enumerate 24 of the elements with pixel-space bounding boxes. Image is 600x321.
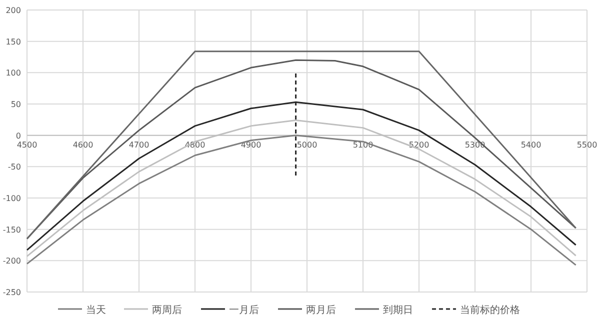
y-tick-label: -50 (8, 162, 21, 172)
legend-label: 两周后 (152, 304, 182, 316)
x-tick-label: 5400 (520, 140, 542, 150)
y-tick-label: -250 (2, 288, 21, 297)
x-tick-label: 4700 (128, 140, 150, 150)
legend-label: 当天 (86, 304, 106, 316)
y-tick-label: -200 (2, 256, 21, 266)
x-tick-label: 4900 (240, 140, 262, 150)
y-tick-label: 200 (6, 6, 21, 15)
legend-label: 两月后 (306, 304, 336, 316)
x-tick-label: 5200 (408, 140, 430, 150)
y-tick-label: 100 (6, 68, 21, 78)
y-tick-label: 0 (16, 131, 21, 140)
legend-label: 到期日 (383, 304, 413, 316)
y-tick-label: -100 (2, 194, 21, 203)
legend-label: 当前标的价格 (460, 304, 520, 316)
y-tick-label: -150 (2, 225, 21, 234)
y-tick-label: 50 (10, 100, 21, 109)
x-tick-label: 4500 (16, 140, 38, 150)
legend-label: 一月后 (229, 304, 259, 316)
y-tick-label: 150 (6, 37, 21, 46)
x-tick-label: 4600 (72, 140, 94, 150)
x-tick-label: 5500 (576, 140, 598, 150)
x-tick-label: 5000 (296, 140, 318, 150)
